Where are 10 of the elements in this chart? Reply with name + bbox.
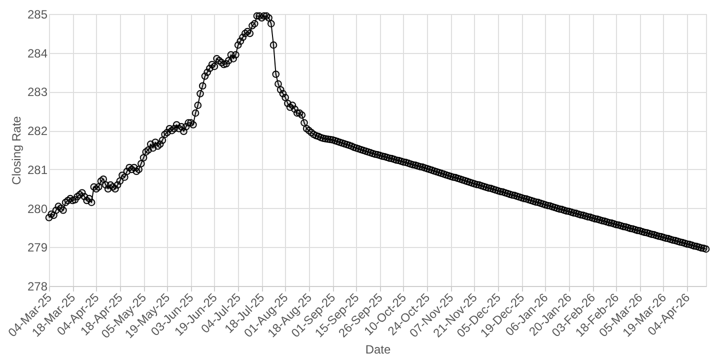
y-tick-label: 285 — [27, 8, 48, 22]
y-tick-label: 279 — [27, 240, 48, 255]
y-tick-label: 281 — [27, 162, 48, 177]
y-tick-label: 284 — [27, 46, 48, 60]
y-tick-label: 282 — [27, 124, 48, 138]
y-tick-label: 280 — [27, 202, 48, 216]
y-tick-label: 278 — [27, 280, 48, 294]
y-tick-label: 283 — [27, 85, 48, 100]
y-axis-title: Closing Rate — [9, 116, 24, 185]
x-axis-title: Date — [365, 342, 391, 356]
